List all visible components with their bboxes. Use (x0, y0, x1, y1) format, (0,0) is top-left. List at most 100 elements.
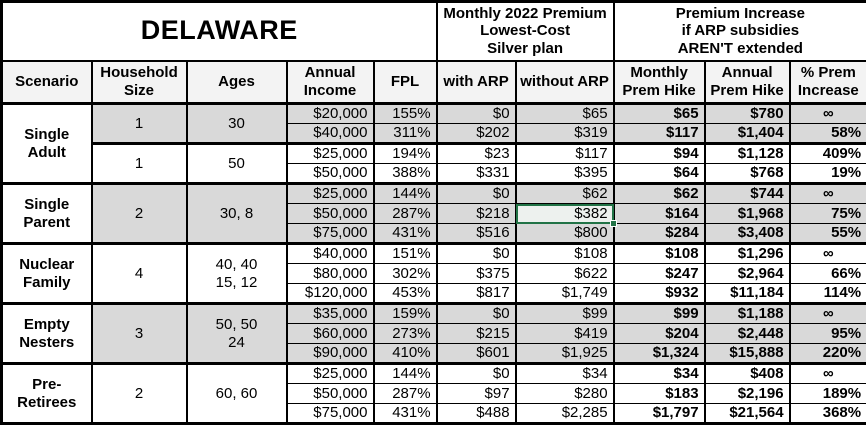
cell-monthly-hike[interactable]: $64 (612, 163, 706, 184)
cell-pct-increase[interactable]: ∞ (788, 182, 866, 204)
cell-with-arp[interactable]: $331 (435, 163, 517, 184)
ages-cell[interactable]: 30 (185, 103, 288, 144)
cell-annual-hike[interactable]: $1,188 (703, 302, 791, 324)
column-header-monthly-prem-hike[interactable]: Monthly Prem Hike (612, 60, 706, 105)
cell-monthly-hike[interactable]: $1,324 (612, 343, 706, 364)
household-size-cell[interactable]: 1 (90, 103, 188, 144)
cell-without-arp[interactable]: $2,285 (514, 403, 615, 424)
cell-income[interactable]: $80,000 (285, 263, 375, 284)
cell-without-arp[interactable]: $108 (514, 242, 615, 264)
cell-annual-hike[interactable]: $1,968 (703, 203, 791, 224)
cell-monthly-hike[interactable]: $284 (612, 223, 706, 244)
household-size-cell[interactable]: 4 (90, 242, 188, 304)
cell-with-arp[interactable]: $23 (435, 142, 517, 164)
household-size-cell[interactable]: 3 (90, 302, 188, 364)
cell-fpl[interactable]: 311% (372, 123, 438, 144)
cell-pct-increase[interactable]: 55% (788, 223, 866, 244)
cell-fpl[interactable]: 431% (372, 223, 438, 244)
cell-income[interactable]: $35,000 (285, 302, 375, 324)
cell-without-arp[interactable]: $62 (514, 182, 615, 204)
cell-annual-hike[interactable]: $744 (703, 182, 791, 204)
cell-income[interactable]: $60,000 (285, 323, 375, 344)
cell-income[interactable]: $50,000 (285, 163, 375, 184)
cell-without-arp[interactable]: $419 (514, 323, 615, 344)
cell-pct-increase[interactable]: 409% (788, 142, 866, 164)
fill-handle[interactable] (609, 220, 617, 227)
cell-without-arp[interactable]: $99 (514, 302, 615, 324)
cell-income[interactable]: $25,000 (285, 362, 375, 384)
cell-monthly-hike[interactable]: $183 (612, 383, 706, 404)
cell-income[interactable]: $75,000 (285, 223, 375, 244)
cell-monthly-hike[interactable]: $108 (612, 242, 706, 264)
column-header-annual-prem-hike[interactable]: Annual Prem Hike (703, 60, 791, 105)
cell-monthly-hike[interactable]: $164 (612, 203, 706, 224)
column-header-fpl[interactable]: FPL (372, 60, 438, 105)
cell-annual-hike[interactable]: $15,888 (703, 343, 791, 364)
cell-fpl[interactable]: 287% (372, 383, 438, 404)
cell-without-arp[interactable]: $395 (514, 163, 615, 184)
cell-fpl[interactable]: 151% (372, 242, 438, 264)
cell-annual-hike[interactable]: $768 (703, 163, 791, 184)
cell-income[interactable]: $50,000 (285, 383, 375, 404)
cell-monthly-hike[interactable]: $34 (612, 362, 706, 384)
scenario-cell[interactable]: Empty Nesters (0, 302, 93, 364)
cell-annual-hike[interactable]: $1,296 (703, 242, 791, 264)
column-header-without-arp[interactable]: without ARP (514, 60, 615, 105)
cell-monthly-hike[interactable]: $932 (612, 283, 706, 304)
cell-monthly-hike[interactable]: $204 (612, 323, 706, 344)
cell-annual-hike[interactable]: $3,408 (703, 223, 791, 244)
cell-with-arp[interactable]: $375 (435, 263, 517, 284)
cell-fpl[interactable]: 273% (372, 323, 438, 344)
cell-monthly-hike[interactable]: $1,797 (612, 403, 706, 424)
cell-pct-increase[interactable]: 114% (788, 283, 866, 304)
cell-income[interactable]: $40,000 (285, 123, 375, 144)
cell-with-arp[interactable]: $817 (435, 283, 517, 304)
cell-without-arp[interactable]: $65 (514, 103, 615, 124)
column-header-scenario[interactable]: Scenario (0, 60, 93, 105)
cell-annual-hike[interactable]: $2,964 (703, 263, 791, 284)
cell-with-arp[interactable]: $0 (435, 362, 517, 384)
cell-income[interactable]: $25,000 (285, 182, 375, 204)
household-size-cell[interactable]: 2 (90, 182, 188, 244)
cell-without-arp[interactable]: $319 (514, 123, 615, 144)
cell-annual-hike[interactable]: $2,196 (703, 383, 791, 404)
cell-monthly-hike[interactable]: $94 (612, 142, 706, 164)
cell-fpl[interactable]: 410% (372, 343, 438, 364)
cell-monthly-hike[interactable]: $247 (612, 263, 706, 284)
cell-annual-hike[interactable]: $11,184 (703, 283, 791, 304)
cell-without-arp[interactable]: $34 (514, 362, 615, 384)
cell-annual-hike[interactable]: $2,448 (703, 323, 791, 344)
cell-fpl[interactable]: 388% (372, 163, 438, 184)
column-header-household-size[interactable]: Household Size (90, 60, 188, 105)
table-title[interactable]: DELAWARE (0, 1, 438, 62)
header-monthly-premium-group[interactable]: Monthly 2022 Premium Lowest-Cost Silver … (435, 1, 615, 62)
cell-fpl[interactable]: 144% (372, 362, 438, 384)
cell-with-arp[interactable]: $202 (435, 123, 517, 144)
cell-monthly-hike[interactable]: $117 (612, 123, 706, 144)
cell-fpl[interactable]: 144% (372, 182, 438, 204)
cell-pct-increase[interactable]: ∞ (788, 302, 866, 324)
cell-pct-increase[interactable]: 220% (788, 343, 866, 364)
cell-income[interactable]: $50,000 (285, 203, 375, 224)
cell-income[interactable]: $120,000 (285, 283, 375, 304)
ages-cell[interactable]: 50 (185, 142, 288, 184)
cell-with-arp[interactable]: $0 (435, 103, 517, 124)
cell-income[interactable]: $40,000 (285, 242, 375, 264)
cell-with-arp[interactable]: $601 (435, 343, 517, 364)
ages-cell[interactable]: 50, 50 24 (185, 302, 288, 364)
scenario-cell[interactable]: Pre- Retirees (0, 362, 93, 424)
cell-fpl[interactable]: 194% (372, 142, 438, 164)
cell-monthly-hike[interactable]: $65 (612, 103, 706, 124)
ages-cell[interactable]: 30, 8 (185, 182, 288, 244)
cell-without-arp[interactable]: $622 (514, 263, 615, 284)
cell-fpl[interactable]: 431% (372, 403, 438, 424)
cell-monthly-hike[interactable]: $62 (612, 182, 706, 204)
cell-income[interactable]: $25,000 (285, 142, 375, 164)
cell-annual-hike[interactable]: $1,128 (703, 142, 791, 164)
cell-with-arp[interactable]: $488 (435, 403, 517, 424)
cell-pct-increase[interactable]: ∞ (788, 103, 866, 124)
cell-with-arp[interactable]: $516 (435, 223, 517, 244)
cell-pct-increase[interactable]: ∞ (788, 242, 866, 264)
household-size-cell[interactable]: 1 (90, 142, 188, 184)
cell-income[interactable]: $20,000 (285, 103, 375, 124)
